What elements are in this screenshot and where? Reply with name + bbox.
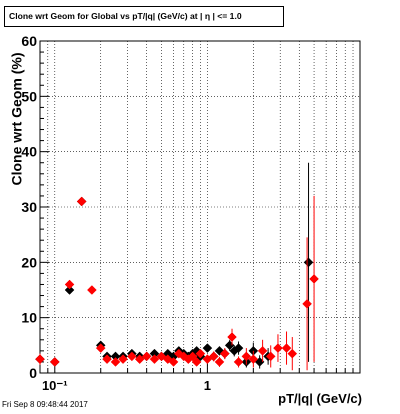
data-point xyxy=(35,354,45,365)
data-point xyxy=(195,348,206,359)
data-point xyxy=(233,357,244,367)
data-point xyxy=(281,343,292,353)
data-point xyxy=(118,354,128,365)
x-tick-label: 10⁻¹ xyxy=(42,378,68,393)
data-point xyxy=(110,357,121,367)
data-point xyxy=(76,196,87,207)
y-tick-label: 30 xyxy=(21,199,37,215)
y-tick-label: 40 xyxy=(21,144,37,160)
data-point xyxy=(303,257,314,268)
data-point xyxy=(202,343,213,353)
data-point xyxy=(49,357,60,367)
data-point xyxy=(141,351,152,362)
y-tick-label: 20 xyxy=(21,254,37,270)
data-point xyxy=(273,343,283,353)
data-point xyxy=(168,357,179,367)
data-point xyxy=(265,351,276,362)
data-point xyxy=(102,354,112,365)
data-point xyxy=(233,343,244,353)
data-point xyxy=(208,351,219,362)
x-tick-label: 1 xyxy=(204,378,211,393)
data-point xyxy=(248,354,259,365)
data-point xyxy=(302,298,312,309)
y-tick-label: 50 xyxy=(21,88,37,104)
data-point xyxy=(214,357,225,367)
y-axis-label: Clone wrt Geom (%) xyxy=(8,52,25,186)
y-tick-label: 0 xyxy=(29,365,37,381)
data-point xyxy=(241,351,252,362)
data-point xyxy=(149,354,160,365)
data-point xyxy=(187,351,198,362)
data-point xyxy=(64,285,75,295)
data-point xyxy=(309,274,319,284)
data-point xyxy=(219,348,230,359)
data-point xyxy=(134,354,145,365)
data-point xyxy=(287,348,298,359)
data-point xyxy=(87,285,97,295)
data-point xyxy=(191,357,202,367)
date-stamp: Fri Sep 8 09:48:44 2017 xyxy=(2,400,88,409)
data-point xyxy=(257,346,268,356)
data-point xyxy=(64,279,75,290)
chart-title: Clone wrt Geom for Global vs pT/|q| (GeV… xyxy=(4,6,284,27)
x-axis-label: pT/|q| (GeV/c) xyxy=(278,391,362,406)
data-point xyxy=(95,343,106,353)
y-tick-label: 10 xyxy=(21,310,37,326)
data-point xyxy=(227,332,237,342)
data-point xyxy=(127,351,137,362)
y-tick-label: 60 xyxy=(21,33,37,49)
